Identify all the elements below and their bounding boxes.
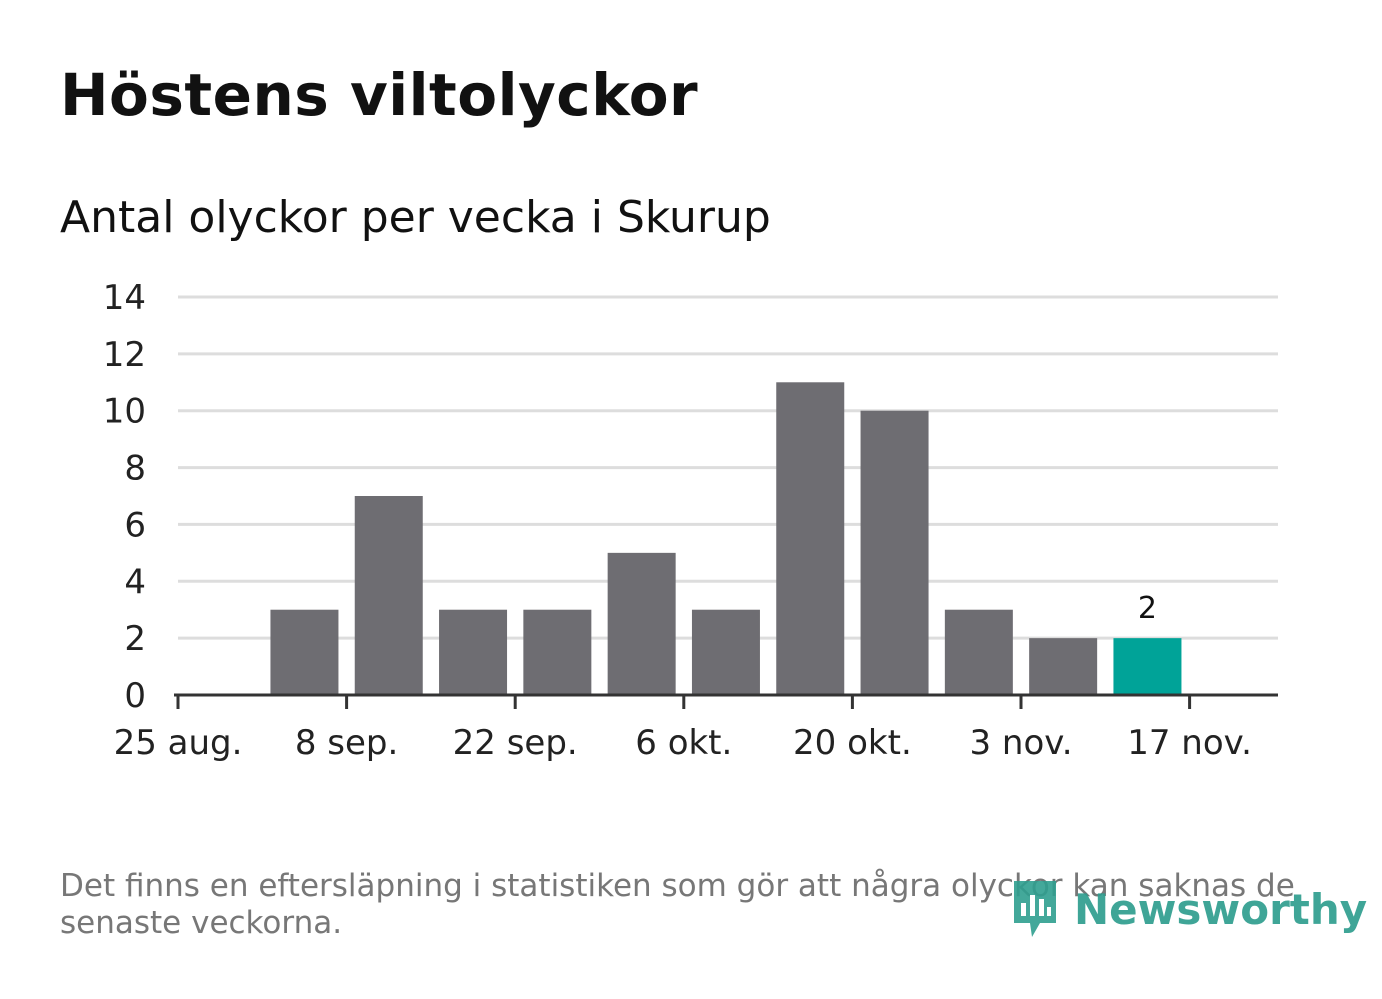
y-tick-label: 6 <box>124 505 146 545</box>
x-tick-label: 25 aug. <box>114 723 243 763</box>
bar <box>523 609 592 695</box>
y-tick-label: 2 <box>124 619 146 659</box>
bar <box>354 496 423 695</box>
x-axis: 25 aug. 8 sep. 22 sep. 6 okt. 20 okt. 3 nov. 1… <box>114 693 1278 763</box>
chart-subtitle: Antal olyckor per vecka i Skurup <box>60 192 771 243</box>
chart-title: Höstens viltolyckor <box>60 61 699 129</box>
y-tick-label: 10 <box>103 392 146 432</box>
bar <box>944 609 1013 695</box>
bar-chart: 0 2 4 6 8 10 12 14 2 25 aug. 8 sep. 22 sep. 6 okt.… <box>103 278 1278 763</box>
bar <box>270 609 339 695</box>
y-tick-label: 14 <box>103 278 146 318</box>
newsworthy-logo-icon <box>1014 881 1056 937</box>
bar <box>607 552 676 695</box>
y-axis-ticks: 0 2 4 6 8 10 12 14 <box>103 278 146 716</box>
gridlines <box>178 295 1278 640</box>
x-tick-label: 17 nov. <box>1127 723 1252 763</box>
x-tick-label: 6 okt. <box>635 723 732 763</box>
bar <box>439 609 508 695</box>
x-tick-label: 3 nov. <box>969 723 1072 763</box>
data-label: 2 <box>1138 591 1157 626</box>
logo-text: Newsworthy <box>1074 884 1368 934</box>
bar <box>1113 638 1182 695</box>
y-tick-label: 12 <box>103 335 146 375</box>
newsworthy-logo: Newsworthy <box>1010 876 1367 942</box>
footnote: Det finns en eftersläpning i statistiken… <box>60 868 1295 941</box>
y-tick-label: 0 <box>124 676 146 716</box>
x-tick-label: 8 sep. <box>295 723 398 763</box>
bar <box>691 609 760 695</box>
data-labels: 2 <box>1138 591 1157 626</box>
bar <box>1029 638 1098 695</box>
y-tick-label: 4 <box>124 562 146 602</box>
bars <box>270 382 1182 695</box>
x-tick-label: 22 sep. <box>453 723 578 763</box>
y-tick-label: 8 <box>124 449 146 489</box>
bar <box>860 410 929 695</box>
x-tick-label: 20 okt. <box>793 723 912 763</box>
bar <box>776 382 845 695</box>
